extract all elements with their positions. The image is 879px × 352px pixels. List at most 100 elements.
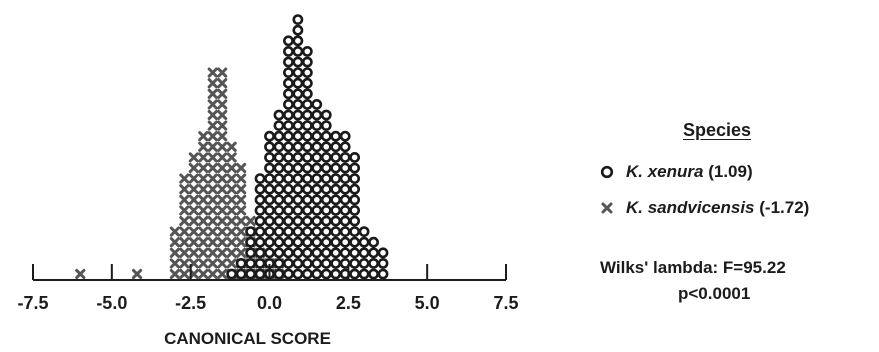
- data-point-xenura: [283, 173, 294, 184]
- p-value-text: p<0.0001: [678, 284, 751, 303]
- data-point-xenura: [283, 67, 294, 78]
- data-point-sandvicensis: [198, 173, 209, 184]
- data-point-xenura: [311, 151, 323, 163]
- data-point-xenura: [339, 215, 351, 227]
- data-point-sandvicensis: [236, 173, 247, 184]
- data-point-xenura: [292, 236, 304, 248]
- x-tick-label: 0.0: [257, 293, 282, 313]
- data-point-sandvicensis: [188, 247, 199, 258]
- data-point-sandvicensis: [179, 237, 190, 248]
- data-point-xenura: [264, 183, 275, 195]
- data-point-xenura: [283, 120, 294, 131]
- data-point-sandvicensis: [198, 162, 209, 174]
- data-point-xenura: [283, 268, 294, 280]
- data-point-xenura: [320, 204, 332, 216]
- data-point-xenura: [245, 236, 256, 248]
- data-point-sandvicensis: [217, 78, 228, 89]
- data-point-xenura: [339, 226, 351, 237]
- data-point-xenura: [339, 204, 351, 216]
- data-point-sandvicensis: [236, 237, 247, 248]
- x-icon: [601, 202, 613, 214]
- data-point-xenura: [301, 99, 313, 110]
- data-point-sandvicensis: [226, 237, 237, 248]
- data-point-xenura: [235, 257, 247, 269]
- data-point-sandvicensis: [188, 215, 199, 227]
- data-point-sandvicensis: [198, 226, 209, 237]
- data-point-xenura: [273, 204, 285, 216]
- data-point-xenura: [358, 236, 370, 248]
- data-point-sandvicensis: [217, 258, 228, 269]
- data-point-xenura: [339, 173, 351, 184]
- data-point-sandvicensis: [245, 215, 256, 227]
- data-point-xenura: [349, 257, 361, 269]
- data-point-xenura: [301, 77, 313, 89]
- data-point-xenura: [292, 141, 304, 153]
- data-point-sandvicensis: [198, 152, 209, 163]
- data-point-xenura: [320, 120, 332, 131]
- data-point-xenura: [264, 204, 275, 216]
- data-point-xenura: [264, 215, 275, 227]
- data-point-xenura: [264, 151, 275, 163]
- data-point-xenura: [283, 226, 294, 237]
- data-point-xenura: [301, 67, 313, 78]
- data-point-xenura: [292, 46, 304, 57]
- data-point-xenura: [339, 236, 351, 248]
- data-point-sandvicensis: [169, 237, 180, 248]
- data-point-xenura: [264, 130, 275, 142]
- circle-icon: [600, 165, 614, 179]
- data-point-xenura: [311, 141, 323, 153]
- data-point-xenura: [283, 141, 294, 153]
- data-point-xenura: [292, 173, 304, 184]
- data-point-xenura: [368, 236, 379, 248]
- data-point-sandvicensis: [226, 173, 237, 184]
- data-point-sandvicensis: [226, 226, 237, 237]
- data-point-sandvicensis: [179, 205, 190, 216]
- data-point-xenura: [283, 215, 294, 227]
- data-point-xenura: [330, 215, 342, 227]
- data-point-xenura: [320, 109, 332, 121]
- data-point-xenura: [292, 109, 304, 121]
- data-point-sandvicensis: [179, 268, 190, 280]
- data-point-xenura: [283, 257, 294, 269]
- data-point-sandvicensis: [207, 88, 218, 99]
- data-point-xenura: [245, 247, 256, 259]
- data-point-xenura: [292, 226, 304, 237]
- data-point-xenura: [301, 120, 313, 131]
- data-point-xenura: [349, 151, 361, 163]
- data-point-sandvicensis: [207, 268, 218, 280]
- legend-item-sandvicensis: K. sandvicensis (-1.72): [600, 198, 809, 218]
- data-point-xenura: [283, 204, 294, 216]
- data-point-sandvicensis: [188, 205, 199, 216]
- data-point-xenura: [368, 268, 379, 280]
- data-point-xenura: [320, 268, 332, 280]
- data-point-sandvicensis: [169, 247, 180, 258]
- data-point-xenura: [349, 173, 361, 184]
- data-point-sandvicensis: [217, 141, 228, 152]
- data-point-xenura: [292, 99, 304, 110]
- data-point-sandvicensis: [188, 194, 199, 205]
- data-point-sandvicensis: [226, 141, 237, 152]
- data-point-xenura: [330, 247, 342, 259]
- data-point-sandvicensis: [169, 226, 180, 237]
- data-point-xenura: [292, 257, 304, 269]
- data-point-sandvicensis: [217, 67, 228, 78]
- data-point-sandvicensis: [207, 173, 218, 184]
- data-point-sandvicensis: [207, 109, 218, 121]
- data-point-sandvicensis: [188, 173, 199, 184]
- data-point-xenura: [311, 215, 323, 227]
- data-point-xenura: [254, 257, 266, 269]
- data-point-xenura: [264, 194, 275, 206]
- data-point-xenura: [254, 194, 266, 206]
- data-point-xenura: [292, 194, 304, 206]
- data-point-xenura: [330, 268, 342, 280]
- data-point-xenura: [311, 162, 323, 174]
- data-point-xenura: [283, 151, 294, 163]
- data-point-xenura: [254, 236, 266, 248]
- data-point-xenura: [301, 257, 313, 269]
- data-point-xenura: [226, 268, 238, 280]
- data-point-xenura: [339, 151, 351, 163]
- x-tick-label: 5.0: [415, 293, 440, 313]
- data-point-xenura: [358, 226, 370, 237]
- data-point-xenura: [320, 236, 332, 248]
- data-point-xenura: [339, 130, 351, 142]
